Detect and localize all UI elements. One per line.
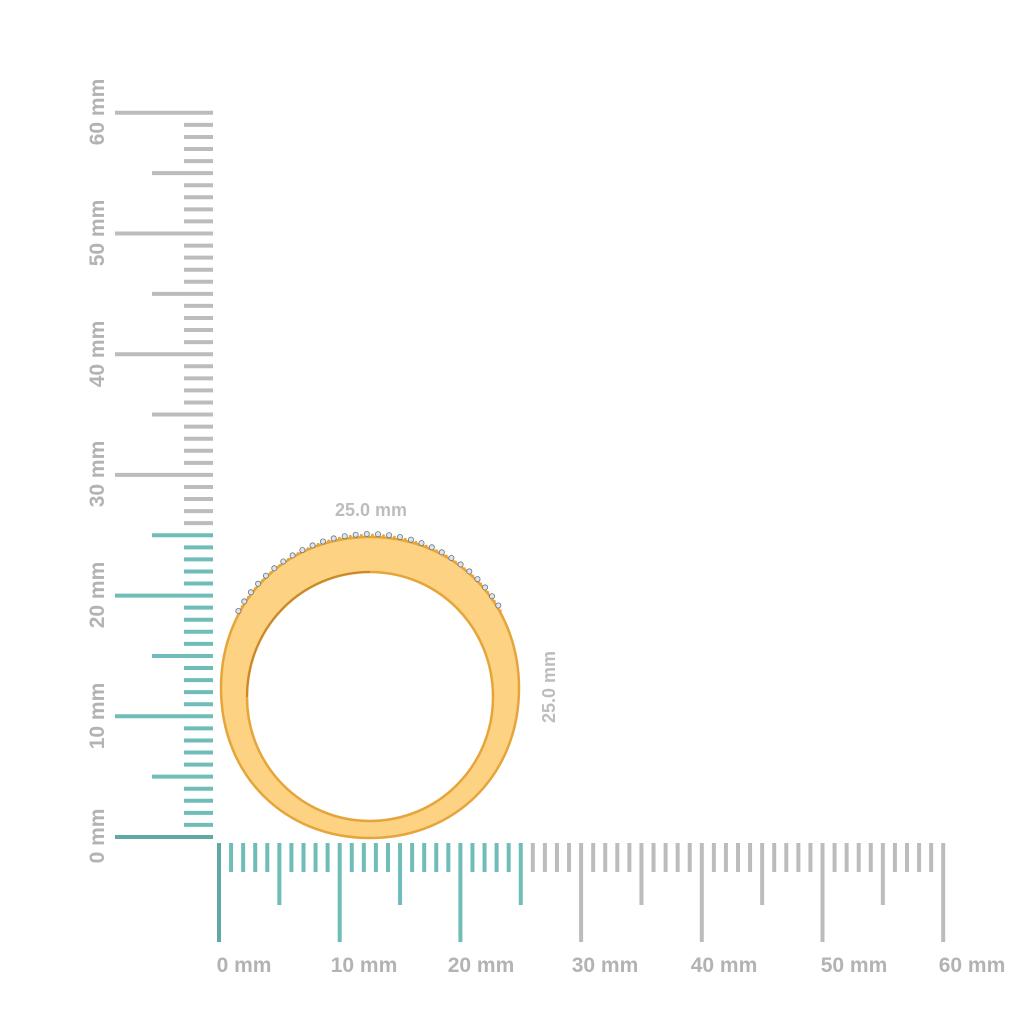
width-dimension-label: 25.0 mm [335, 500, 407, 520]
prong [479, 582, 482, 586]
prong [454, 560, 457, 564]
diamond-stone [448, 555, 455, 562]
horizontal-ruler [217, 843, 946, 942]
prong [277, 564, 281, 567]
prong [306, 547, 310, 550]
diamond-stone [271, 565, 278, 572]
diamond-stone [247, 589, 254, 596]
diamond-stone [352, 531, 359, 538]
ring-image [219, 531, 521, 840]
horizontal-label-20: 20 mm [448, 954, 515, 977]
prong [493, 599, 496, 603]
vertical-label-10: 10 mm [86, 683, 109, 750]
vertical-label-20: 20 mm [86, 562, 109, 629]
diamond-stone [457, 561, 464, 568]
prong [444, 554, 448, 558]
prong [253, 587, 257, 590]
diamond-stone [386, 532, 393, 539]
diamond-stone [438, 549, 445, 556]
prong [403, 537, 407, 541]
horizontal-label-10: 10 mm [331, 954, 398, 977]
diamond-stone [418, 540, 425, 547]
prong [435, 549, 438, 552]
vertical-ruler-labels: 0 mm 10 mm 20 mm 30 mm 40 mm 50 mm 60 mm [86, 79, 109, 864]
prong [371, 533, 374, 537]
prong [316, 542, 320, 546]
diamond-stone [341, 533, 348, 540]
diamond-stone [374, 531, 381, 538]
diamond-stone [466, 568, 473, 575]
diamond-band [235, 531, 502, 615]
diamond-stone [407, 536, 414, 543]
vertical-ruler [115, 110, 213, 839]
horizontal-label-40: 40 mm [691, 954, 758, 977]
prong [261, 579, 265, 582]
prong [471, 574, 475, 578]
diamond-stone [396, 534, 403, 541]
diamond-stone [309, 542, 316, 549]
prong [359, 533, 363, 537]
diamond-stone [363, 531, 370, 538]
height-dimension-label: 25.0 mm [539, 651, 559, 723]
diamond-stone [488, 593, 495, 600]
diamond-stone [299, 547, 306, 554]
prong [486, 590, 490, 594]
prong [463, 567, 466, 570]
prong [327, 539, 330, 543]
prong [424, 544, 428, 548]
prong [296, 552, 300, 555]
prong [246, 596, 250, 599]
diamond-stone [319, 538, 326, 545]
prong [414, 540, 418, 544]
vertical-label-50: 50 mm [86, 200, 109, 267]
horizontal-label-30: 30 mm [572, 954, 639, 977]
diamond-stone [262, 572, 269, 579]
prong [338, 536, 341, 540]
prong [287, 557, 290, 561]
prong [382, 534, 385, 537]
horizontal-ruler-labels: 0 mm 10 mm 20 mm 30 mm 40 mm 50 mm 60 mm [217, 954, 1006, 977]
horizontal-label-60: 60 mm [939, 954, 1006, 977]
prong [348, 534, 352, 538]
prong [269, 571, 273, 575]
diamond-stone [241, 598, 248, 605]
vertical-label-30: 30 mm [86, 441, 109, 508]
prong [393, 535, 396, 539]
horizontal-label-0: 0 mm [217, 954, 272, 977]
diamond-stone [474, 576, 481, 583]
diamond-stone [255, 580, 262, 587]
diamond-stone [495, 602, 502, 609]
vertical-label-0: 0 mm [86, 809, 109, 864]
vertical-label-40: 40 mm [86, 321, 109, 388]
diamond-stone [280, 558, 287, 565]
diamond-stone [482, 584, 489, 591]
prong [499, 609, 502, 613]
horizontal-label-50: 50 mm [821, 954, 888, 977]
diamond-stone [330, 535, 337, 542]
diamond-stone [289, 552, 296, 559]
diamond-stone [428, 544, 435, 551]
diamond-stone [235, 608, 242, 615]
vertical-label-60: 60 mm [86, 79, 109, 146]
prong [240, 605, 244, 609]
